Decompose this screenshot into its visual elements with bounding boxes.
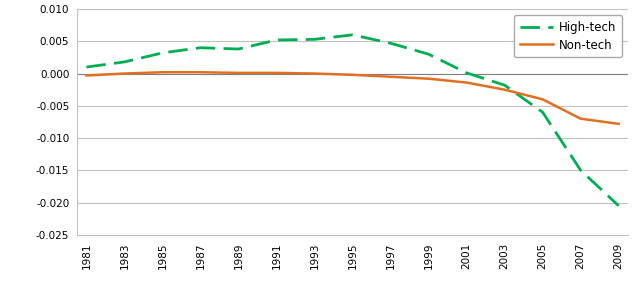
Non-tech xyxy=(235,71,242,75)
Non-tech xyxy=(577,117,585,120)
Non-tech xyxy=(311,72,319,75)
High-tech xyxy=(463,71,470,75)
Non-tech xyxy=(349,73,356,77)
High-tech xyxy=(615,204,622,208)
High-tech xyxy=(235,47,242,51)
Non-tech xyxy=(463,81,470,84)
Non-tech xyxy=(197,70,204,74)
Line: Non-tech: Non-tech xyxy=(87,72,619,124)
High-tech xyxy=(539,110,547,114)
High-tech xyxy=(349,33,356,37)
Non-tech xyxy=(121,72,128,75)
High-tech xyxy=(387,42,394,45)
Non-tech xyxy=(387,75,394,79)
High-tech xyxy=(501,83,508,87)
High-tech xyxy=(158,51,166,55)
Non-tech xyxy=(501,88,508,92)
High-tech xyxy=(121,60,128,64)
Non-tech xyxy=(158,70,166,74)
High-tech xyxy=(272,38,280,42)
Non-tech xyxy=(272,71,280,75)
Non-tech xyxy=(425,77,433,80)
High-tech xyxy=(577,169,585,172)
Line: High-tech: High-tech xyxy=(87,35,619,206)
High-tech xyxy=(83,65,90,69)
Non-tech xyxy=(615,122,622,126)
High-tech xyxy=(197,46,204,50)
Non-tech xyxy=(539,98,547,101)
High-tech xyxy=(425,52,433,56)
High-tech xyxy=(311,38,319,41)
Non-tech xyxy=(83,74,90,77)
Legend: High-tech, Non-tech: High-tech, Non-tech xyxy=(514,15,622,57)
